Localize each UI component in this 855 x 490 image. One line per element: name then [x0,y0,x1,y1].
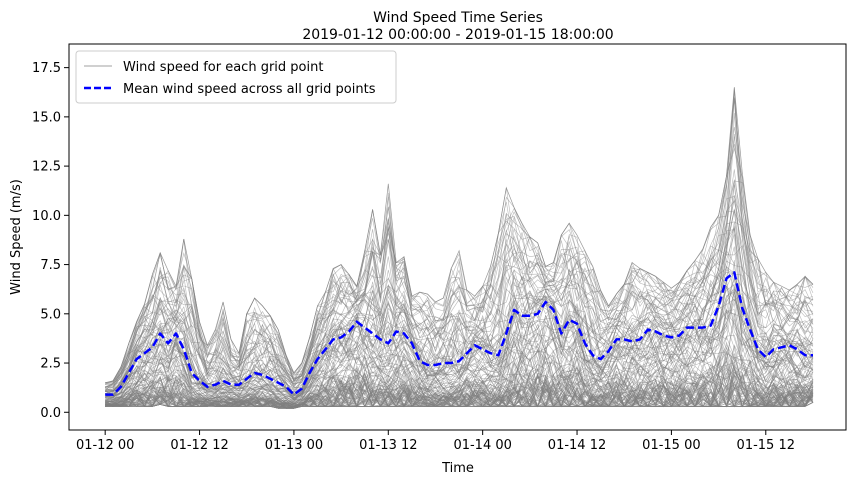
grid-point-line [105,209,814,392]
grid-point-line [105,266,814,394]
x-tick-label: 01-12 12 [170,438,228,453]
x-tick-label: 01-14 00 [453,438,511,453]
chart-subtitle: 2019-01-12 00:00:00 - 2019-01-15 18:00:0… [302,27,613,43]
grid-point-line [105,292,814,399]
x-axis: 01-12 00 01-12 12 01-13 00 01-13 12 01-14 00… [76,430,795,453]
grid-point-line [105,182,814,392]
chart-title: Wind Speed Time Series [373,10,543,26]
plot-frame [68,43,847,431]
grid-point-line [105,169,814,392]
x-tick-label: 01-13 12 [359,438,417,453]
y-tick-label: 2.5 [40,357,61,372]
grid-point-line [105,347,814,405]
legend-box [75,50,397,104]
grid-point-line [105,246,814,398]
legend: Wind speed for each grid point Mean wind… [75,50,397,104]
grid-point-line [105,355,814,407]
grid-point-line [105,260,814,399]
y-axis: 0.0 2.5 5.0 7.5 10.0 12.5 15.0 17.5 [32,61,69,421]
y-tick-label: 7.5 [40,258,61,273]
mean-wind-speed-line [105,271,813,396]
mean-line-layer [105,271,813,396]
x-tick-label: 01-14 12 [548,438,606,453]
y-tick-label: 15.0 [32,110,61,125]
grid-point-line [105,127,814,384]
y-tick-label: 0.0 [40,406,61,421]
x-tick-label: 01-15 00 [642,438,700,453]
grid-point-line [105,227,814,391]
grid-point-line [105,336,814,403]
grid-point-line [105,355,814,406]
x-axis-label: Time [441,461,474,476]
grid-point-line [105,226,814,391]
grid-point-envelope-upper [105,87,814,384]
grid-point-line [105,345,814,404]
grid-point-line [105,287,814,398]
grid-point-line [105,298,814,399]
grid-point-envelope-lower [105,402,814,409]
grid-point-line [105,324,814,407]
legend-grid-point-label: Wind speed for each grid point [123,60,323,75]
grid-point-line [105,285,814,402]
grid-point-line [105,311,814,401]
legend-mean-label: Mean wind speed across all grid points [123,82,376,97]
y-tick-label: 12.5 [32,160,61,175]
y-tick-label: 10.0 [32,209,61,224]
y-axis-label: Wind Speed (m/s) [9,179,24,295]
grid-point-line [105,144,814,385]
x-tick-label: 01-12 00 [76,438,134,453]
grid-point-lines [104,87,814,409]
grid-point-line [105,97,814,388]
x-tick-label: 01-13 00 [265,438,323,453]
x-tick-label: 01-15 12 [737,438,795,453]
grid-point-line [105,99,814,389]
y-tick-label: 5.0 [40,307,61,322]
y-tick-label: 17.5 [32,61,61,76]
grid-point-line [105,147,814,387]
grid-point-line [105,91,814,385]
grid-point-line [105,229,814,395]
grid-point-line [105,249,814,398]
grid-point-line [105,344,814,405]
grid-point-line [105,289,814,397]
